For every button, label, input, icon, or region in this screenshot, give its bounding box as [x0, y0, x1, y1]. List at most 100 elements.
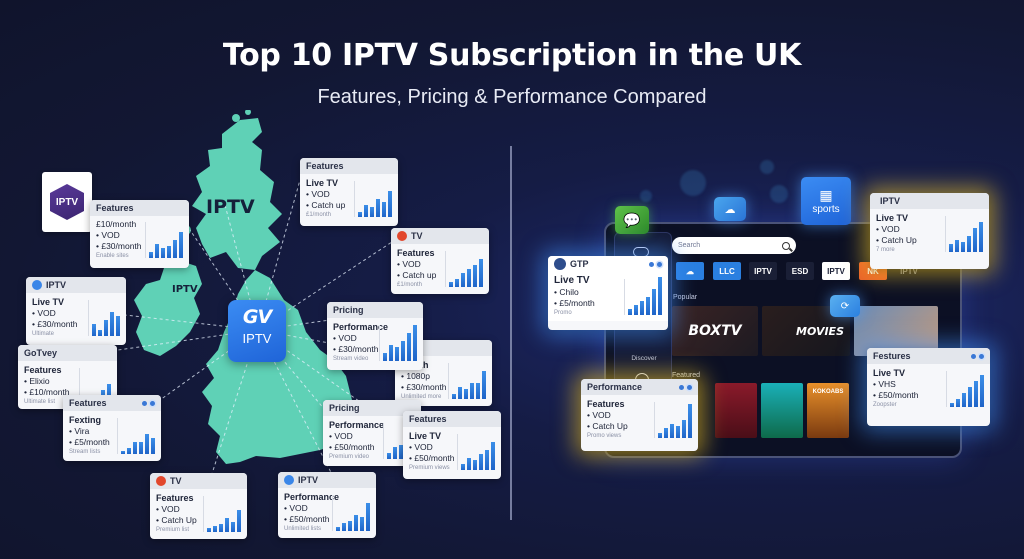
card-footnote: Ultimate [32, 331, 55, 337]
cloud-app-icon[interactable]: ☁ [714, 197, 746, 221]
card-header: GTP [570, 259, 589, 269]
channel-tile-iptv-faded[interactable]: IPTV [900, 266, 918, 276]
row-label-popular: Popular [673, 294, 698, 301]
card-header: Features [69, 398, 107, 408]
mini-bar-chart [379, 325, 417, 361]
channel-tile-cloud[interactable]: ☁ [676, 262, 704, 280]
channel-tile-iptv-white[interactable]: IPTV [822, 262, 850, 280]
dot-icon [649, 261, 654, 267]
card-header: Festures [873, 351, 911, 361]
card-bullet: £30/month [338, 344, 379, 354]
cloud-channel-icon: ☁ [686, 266, 694, 276]
card-bullet: VOD [311, 189, 330, 199]
card-footnote: 7 more [876, 247, 895, 253]
mini-bar-chart [457, 434, 495, 470]
dot-ring-icon [979, 353, 984, 359]
card-line: Features [24, 365, 62, 375]
sports-grid-icon: ▦ [819, 187, 833, 203]
card-line: Performance [329, 420, 385, 430]
card-bullet: 1080p [406, 371, 430, 381]
sports-app-icon[interactable]: ▦ sports [801, 177, 851, 225]
chat-bubbles-icon: 💬 [623, 211, 641, 228]
channel-tile-llc[interactable]: LLC [713, 262, 741, 280]
dot-icon [971, 353, 976, 359]
gv-logo-icon: GV [242, 306, 272, 328]
bokeh-decoration [770, 185, 788, 203]
bokeh-decoration [640, 190, 652, 202]
card-bullet: £30/month [37, 319, 78, 329]
provider-card-4[interactable]: Features Fexting • Vira • £5/month Strea… [63, 395, 161, 461]
card-footnote: Stream lists [69, 449, 101, 455]
provider-card-5[interactable]: Features Live TV • VOD • Catch up £1/mon… [300, 158, 398, 226]
card-footnote: Ultimate list [24, 399, 56, 405]
content-thumb-show[interactable] [854, 306, 938, 356]
card-bullet: VOD [101, 230, 120, 240]
provider-badge-icon [32, 280, 42, 290]
mini-bar-chart [332, 495, 370, 531]
bokeh-decoration [680, 170, 706, 196]
card-footnote: Premium list [156, 527, 190, 533]
card-header: IPTV [870, 193, 989, 209]
card-header: Performance [587, 382, 643, 392]
card-header: Pricing [327, 302, 423, 318]
card-footnote: Unlimited lists [284, 526, 322, 532]
tv-card-live[interactable]: GTP Live TV • Chilo • £5/month Promo [548, 256, 668, 330]
mini-bar-chart [654, 402, 692, 438]
mini-bar-chart [624, 277, 662, 315]
mini-bar-chart [117, 418, 155, 454]
provider-card-2[interactable]: IPTV Live TV • VOD • £30/month Ultimate [26, 277, 126, 345]
cloud-sync-icon[interactable]: ⟳ [830, 295, 860, 317]
sidebar-discover-label[interactable]: Discover [631, 355, 657, 362]
card-footnote: Promo [554, 310, 572, 316]
poster-3[interactable]: KOKOABS [807, 383, 849, 438]
search-input[interactable]: Search [672, 237, 796, 254]
page-subtitle: Features, Pricing & Performance Compared [317, 86, 707, 108]
card-bullet: £50/month [334, 442, 375, 452]
card-line: Features [397, 248, 435, 258]
card-footnote: Enable sites [96, 253, 129, 259]
tv-card-performance[interactable]: Performance Features • VOD • Catch Up Pr… [581, 379, 698, 451]
card-bullet: VOD [338, 333, 357, 343]
map-label-ireland: IPTV [172, 284, 198, 295]
channel-tile-iptv[interactable]: IPTV [749, 262, 777, 280]
provider-badge-icon [554, 258, 566, 270]
card-bullet: VOD [289, 503, 308, 513]
provider-card-11[interactable]: TV Features • VOD • Catch Up Premium lis… [150, 473, 247, 539]
channel-tile-esd[interactable]: ESD [786, 262, 814, 280]
poster-1[interactable] [715, 383, 757, 438]
bell-icon[interactable] [635, 373, 649, 383]
sports-icon-label: sports [812, 204, 840, 215]
search-placeholder: Search [678, 242, 701, 249]
provider-card-1[interactable]: Features £10/month • VOD • £30/month Ena… [90, 200, 189, 268]
row-label-featured: Featured [672, 372, 701, 379]
gv-iptv-hub-logo[interactable]: GV IPTV [228, 300, 286, 362]
provider-card-10[interactable]: Features Live TV • VOD • £50/month Premi… [403, 411, 501, 479]
mini-bar-chart [354, 181, 392, 217]
card-header: TV [170, 476, 182, 486]
chat-app-icon[interactable]: 💬 [615, 206, 649, 234]
provider-card-7[interactable]: Pricing Performance • VOD • £30/month St… [327, 302, 423, 370]
provider-card-6[interactable]: TV Features • VOD • Catch up £1/month [391, 228, 489, 294]
card-bullet: VOD [402, 259, 421, 269]
search-icon[interactable] [782, 241, 790, 250]
card-bullet: VOD [881, 224, 900, 234]
card-footnote: £1/month [306, 212, 332, 218]
card-bullet: £30/month [406, 382, 447, 392]
dot-icon [142, 400, 147, 406]
provider-card-12[interactable]: IPTV Performance • VOD • £50/month Unlim… [278, 472, 376, 538]
card-header: Features [403, 411, 501, 427]
card-bullet: Elixio [29, 376, 50, 386]
mini-bar-chart [88, 300, 120, 336]
card-bullet: £50/month [878, 390, 919, 400]
card-line: Live TV [306, 178, 339, 188]
content-thumb-boxtv[interactable]: BOXTV [672, 306, 758, 356]
provider-badge-icon [156, 476, 166, 486]
card-footnote: Stream video [333, 356, 369, 362]
card-bullet: Catch Up [592, 421, 628, 431]
tv-card-iptv[interactable]: IPTV Live TV • VOD • Catch Up 7 more [870, 193, 989, 269]
poster-2[interactable] [761, 383, 803, 438]
tv-card-features[interactable]: Festures Live TV • VHS • £50/month Zoops… [867, 348, 990, 426]
card-header: IPTV [298, 475, 319, 485]
card-bullet: VOD [37, 308, 56, 318]
dot-icon [679, 384, 684, 390]
